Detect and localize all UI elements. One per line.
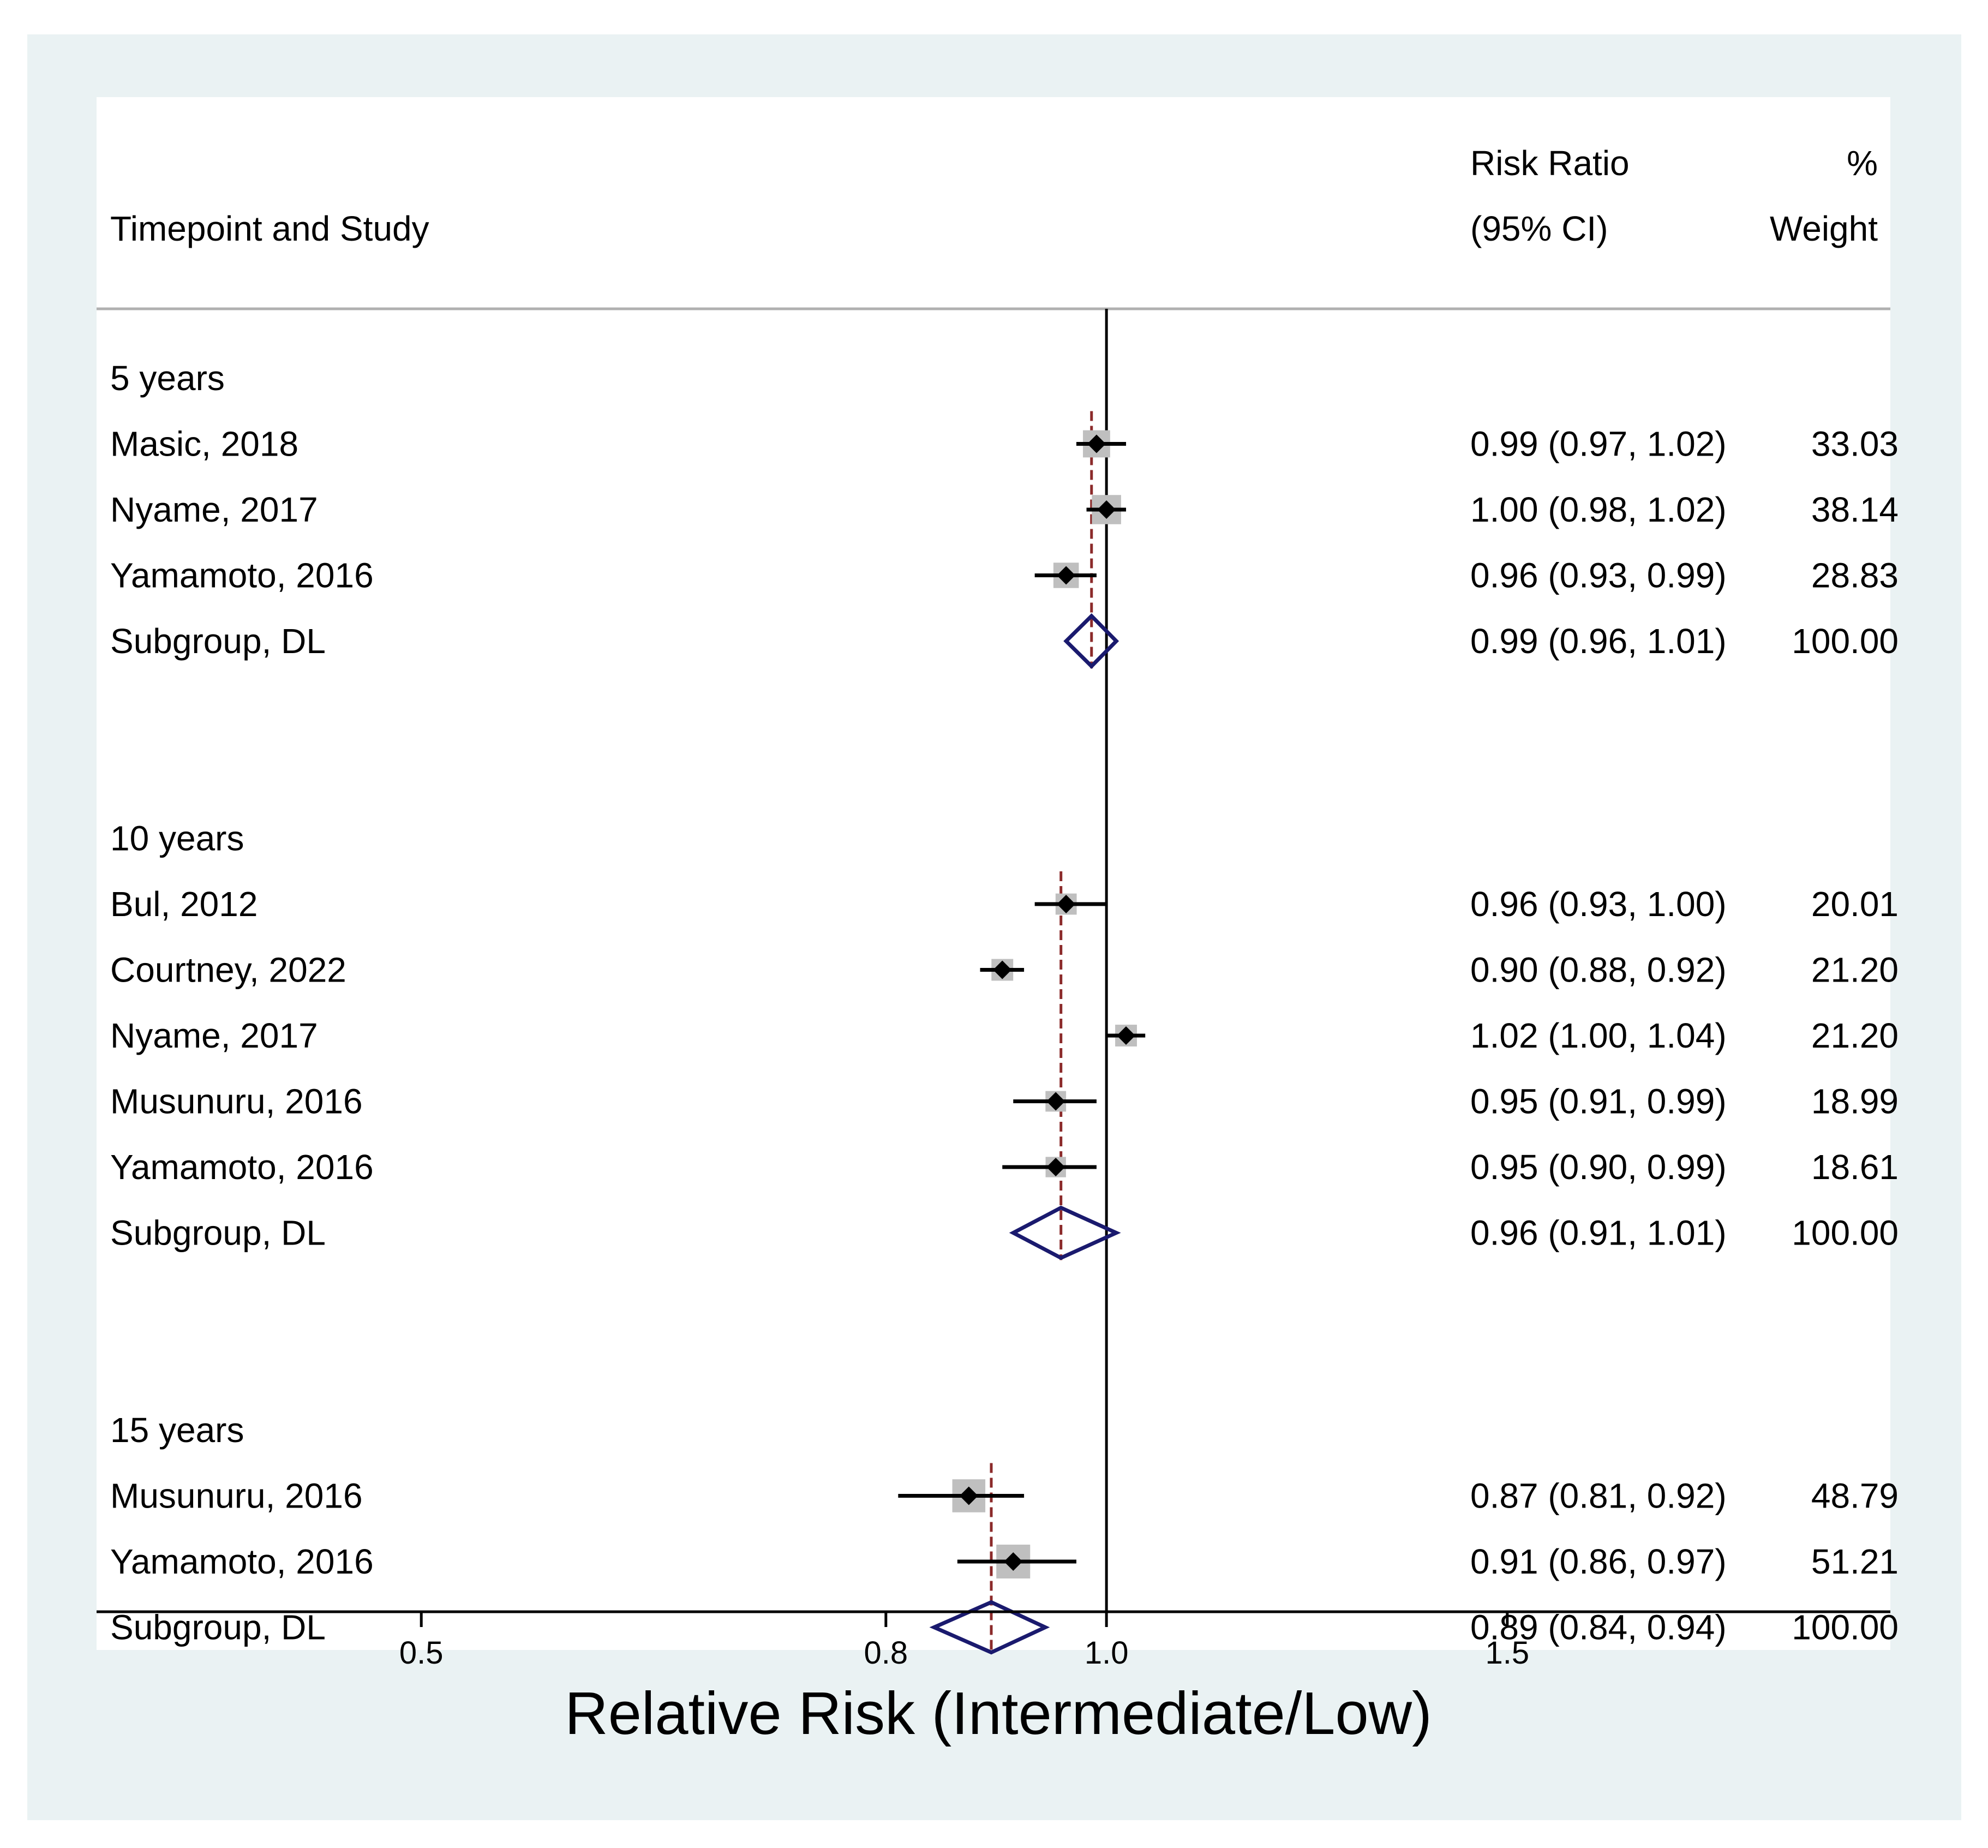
study-markers [898, 430, 1146, 1655]
study-label: Musunuru, 2016 [110, 1082, 363, 1121]
forest-plot: Timepoint and Study Risk Ratio (95% CI) … [97, 97, 1899, 1747]
pooled-weight: 100.00 [1792, 1608, 1899, 1647]
x-axis-title: Relative Risk (Intermediate/Low) [565, 1680, 1432, 1747]
x-tick-label: 1.5 [1486, 1635, 1530, 1671]
pooled-diamond [1009, 1205, 1121, 1260]
header-weight-label-line2: Weight [1770, 209, 1878, 248]
x-tick-label: 0.5 [399, 1635, 444, 1671]
study-rr-ci: 0.95 (0.91, 0.99) [1470, 1082, 1727, 1121]
subgroup-header: 5 years [110, 358, 225, 398]
study-rr-ci: 1.02 (1.00, 1.04) [1470, 1016, 1727, 1055]
study-label: Musunuru, 2016 [110, 1476, 363, 1516]
study-point-estimate [1046, 1158, 1065, 1176]
x-axis-ticks: 0.5 0.8 1.0 1.5 [399, 1612, 1529, 1671]
pooled-label: Subgroup, DL [110, 621, 326, 661]
study-rr-ci: 1.00 (0.98, 1.02) [1470, 490, 1727, 529]
pooled-rr-ci: 0.96 (0.91, 1.01) [1470, 1213, 1727, 1253]
header-rr-label-line1: Risk Ratio [1470, 143, 1630, 183]
study-rr-ci: 0.99 (0.97, 1.02) [1470, 424, 1727, 464]
study-weight: 18.99 [1811, 1082, 1899, 1121]
header-rr-label-line2: (95% CI) [1470, 209, 1608, 248]
subgroup-header: 15 years [110, 1410, 244, 1450]
study-point-estimate [1057, 566, 1076, 585]
pooled-rr-ci: 0.89 (0.84, 0.94) [1470, 1608, 1727, 1647]
study-point-estimate [993, 960, 1012, 979]
study-weight: 21.20 [1811, 950, 1899, 990]
study-weight: 51.21 [1811, 1542, 1899, 1581]
pooled-label: Subgroup, DL [110, 1608, 326, 1647]
study-rr-ci: 0.96 (0.93, 1.00) [1470, 884, 1727, 924]
study-label: Yamamoto, 2016 [110, 556, 374, 595]
study-point-estimate [1097, 500, 1116, 519]
row-labels: 5 years Masic, 2018 0.99 (0.97, 1.02) 33.03… [110, 358, 1899, 1647]
study-label: Masic, 2018 [110, 424, 298, 464]
study-label: Yamamoto, 2016 [110, 1147, 374, 1187]
study-point-estimate [1046, 1092, 1065, 1111]
study-point-estimate [1057, 895, 1076, 913]
header-study-label: Timepoint and Study [110, 209, 429, 248]
study-weight: 38.14 [1811, 490, 1899, 529]
study-weight: 18.61 [1811, 1147, 1899, 1187]
study-label: Nyame, 2017 [110, 490, 318, 529]
header-weight-label-line1: % [1847, 143, 1878, 183]
study-rr-ci: 0.87 (0.81, 0.92) [1470, 1476, 1727, 1516]
study-weight: 20.01 [1811, 884, 1899, 924]
study-point-estimate [959, 1486, 978, 1505]
study-label: Bul, 2012 [110, 884, 258, 924]
study-label: Nyame, 2017 [110, 1016, 318, 1055]
plot-area [97, 97, 1890, 1650]
study-point-estimate [1087, 434, 1106, 453]
study-label: Courtney, 2022 [110, 950, 346, 990]
pooled-diamond [1063, 613, 1119, 669]
study-weight: 33.03 [1811, 424, 1899, 464]
study-point-estimate [1004, 1552, 1023, 1571]
study-label: Yamamoto, 2016 [110, 1542, 374, 1581]
pooled-rr-ci: 0.99 (0.96, 1.01) [1470, 621, 1727, 661]
study-rr-ci: 0.90 (0.88, 0.92) [1470, 950, 1727, 990]
figure-panel: Timepoint and Study Risk Ratio (95% CI) … [27, 34, 1961, 1820]
pooled-weight: 100.00 [1792, 1213, 1899, 1253]
x-tick-label: 0.8 [864, 1635, 908, 1671]
subgroup-header: 10 years [110, 819, 244, 858]
pooled-weight: 100.00 [1792, 621, 1899, 661]
study-rr-ci: 0.91 (0.86, 0.97) [1470, 1542, 1727, 1581]
study-rr-ci: 0.96 (0.93, 0.99) [1470, 556, 1727, 595]
study-weight: 48.79 [1811, 1476, 1899, 1516]
study-rr-ci: 0.95 (0.90, 0.99) [1470, 1147, 1727, 1187]
study-weight: 21.20 [1811, 1016, 1899, 1055]
study-weight: 28.83 [1811, 556, 1899, 595]
pooled-label: Subgroup, DL [110, 1213, 326, 1253]
x-tick-label: 1.0 [1085, 1635, 1129, 1671]
